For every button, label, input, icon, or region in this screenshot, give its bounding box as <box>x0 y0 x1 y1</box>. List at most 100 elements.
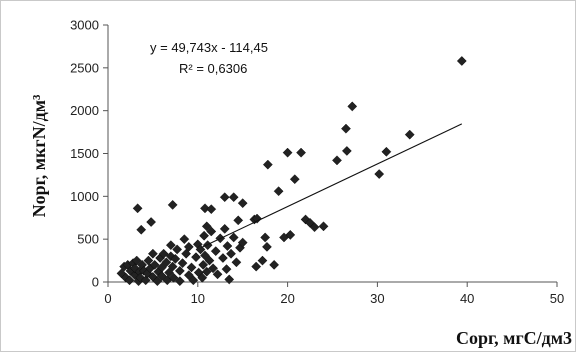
y-tick-label: 3000 <box>70 18 99 33</box>
data-point <box>257 255 268 266</box>
data-point <box>161 257 172 268</box>
data-point <box>174 276 185 287</box>
data-points <box>116 56 467 287</box>
data-point <box>206 226 217 237</box>
data-point <box>174 265 185 276</box>
data-point <box>347 101 358 112</box>
data-point <box>374 169 385 179</box>
data-point <box>269 259 280 270</box>
data-point <box>218 253 228 263</box>
data-point <box>158 248 169 259</box>
data-point <box>156 271 167 281</box>
data-point <box>188 275 199 286</box>
data-point <box>143 255 154 266</box>
trendline-equation: y = 49,743x - 114,45 <box>150 40 268 55</box>
data-point <box>206 204 217 215</box>
data-point <box>224 274 235 285</box>
y-tick-label: 1500 <box>70 146 99 161</box>
data-point <box>149 259 160 270</box>
data-point <box>456 56 467 66</box>
data-point <box>318 221 329 232</box>
data-point <box>132 203 143 214</box>
x-axis-title: Сорг, мгС/дм3 <box>456 328 572 348</box>
y-tick-label: 2500 <box>70 60 99 75</box>
data-point <box>237 237 248 248</box>
data-point <box>404 129 415 140</box>
data-point <box>152 276 163 287</box>
data-point <box>260 232 271 243</box>
data-point <box>341 146 352 156</box>
data-point <box>136 224 147 235</box>
data-point <box>186 262 197 273</box>
data-point <box>237 198 248 209</box>
data-point <box>181 248 192 259</box>
data-point <box>201 266 212 277</box>
trendline <box>201 123 463 248</box>
y-tick-label: 2000 <box>70 103 99 118</box>
data-point <box>202 240 213 251</box>
data-point <box>172 244 183 255</box>
data-point <box>191 252 201 263</box>
data-point <box>201 221 212 232</box>
data-point <box>183 241 194 252</box>
trendline-group <box>201 123 463 248</box>
data-point <box>341 123 351 134</box>
tick-labels: 0 500 1000 1500 2000 2500 3000 0 10 20 30 40 50 <box>70 18 564 307</box>
data-point <box>167 200 178 210</box>
data-point <box>183 270 194 281</box>
data-point <box>289 174 300 185</box>
data-point <box>199 230 209 241</box>
y-axis-title: Nорг, мкгN/дм³ <box>29 94 49 217</box>
data-point <box>252 213 262 224</box>
data-point <box>296 147 306 158</box>
data-point <box>204 255 215 266</box>
data-point <box>332 155 342 166</box>
data-point <box>131 255 142 266</box>
r-squared-label: R² = 0,6306 <box>179 61 247 76</box>
data-point <box>381 146 392 157</box>
data-point <box>226 248 236 259</box>
data-point <box>179 234 190 245</box>
data-point <box>309 222 320 233</box>
data-point <box>222 241 233 251</box>
data-point <box>228 232 239 243</box>
data-point <box>273 186 284 197</box>
data-point <box>165 240 176 251</box>
data-point <box>140 275 151 286</box>
data-point <box>228 192 239 203</box>
data-point <box>168 272 179 283</box>
data-point <box>197 272 208 283</box>
data-point <box>167 261 178 272</box>
data-point <box>165 251 176 262</box>
x-tick-label: 20 <box>280 291 294 306</box>
data-point <box>233 215 244 226</box>
y-tick-label: 500 <box>77 232 99 247</box>
data-point <box>282 147 293 158</box>
data-point <box>146 217 156 227</box>
data-point <box>251 261 262 272</box>
data-point <box>164 267 174 278</box>
x-tick-label: 0 <box>104 291 111 306</box>
data-point <box>198 259 209 270</box>
data-point <box>148 248 158 259</box>
x-tick-label: 30 <box>370 291 384 306</box>
data-point <box>285 230 296 240</box>
x-tick-label: 50 <box>550 291 564 306</box>
y-tick-label: 0 <box>92 275 99 290</box>
data-point <box>156 262 167 273</box>
axes <box>107 25 557 283</box>
data-point <box>231 257 242 268</box>
data-point <box>200 203 210 214</box>
data-point <box>221 264 232 275</box>
data-point <box>208 263 218 274</box>
data-point <box>210 246 221 257</box>
y-tick-label: 1000 <box>70 189 99 204</box>
data-point <box>262 159 273 170</box>
x-tick-label: 10 <box>191 291 205 306</box>
data-point <box>262 241 272 252</box>
data-point <box>177 258 188 269</box>
x-tick-label: 40 <box>460 291 474 306</box>
data-point <box>219 224 230 234</box>
